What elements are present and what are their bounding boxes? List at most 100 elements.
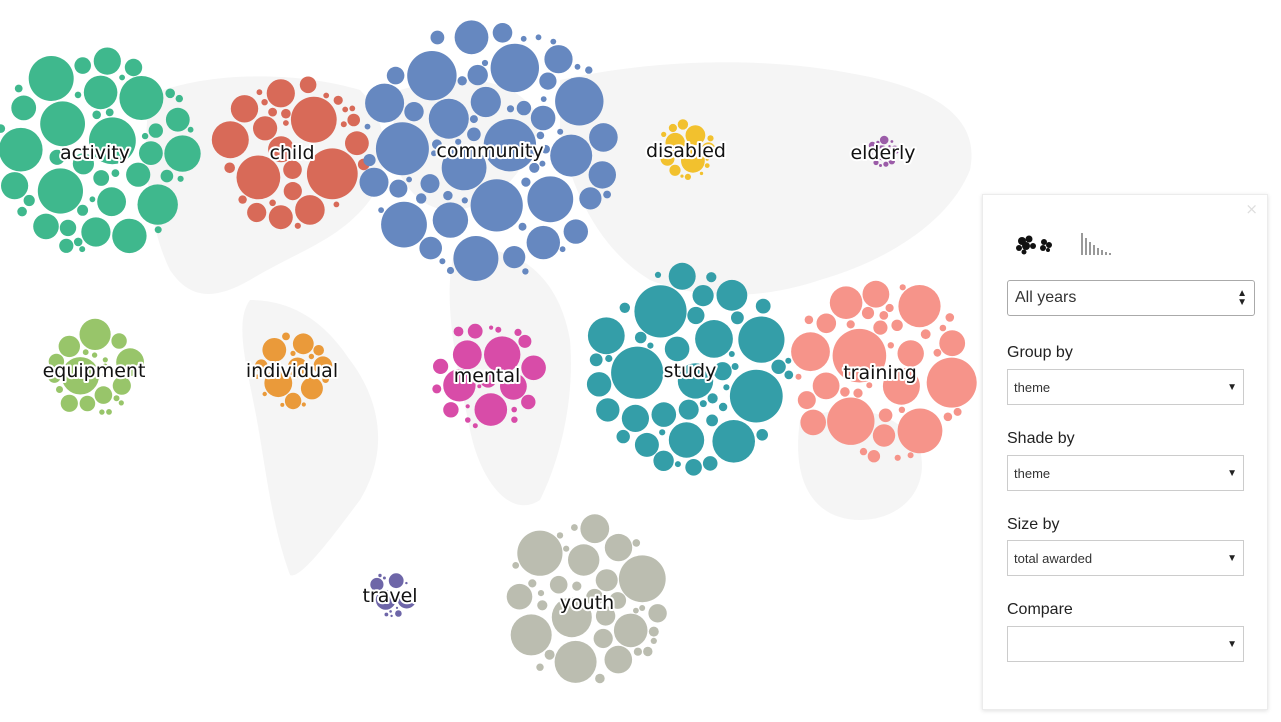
bubble-elderly[interactable] xyxy=(879,164,882,167)
bubble-individual[interactable] xyxy=(308,353,315,360)
bubble-youth[interactable] xyxy=(571,524,578,531)
bubble-youth[interactable] xyxy=(537,590,545,597)
bubble-community[interactable] xyxy=(530,105,556,131)
bubble-disabled[interactable] xyxy=(685,125,706,146)
bubble-mental[interactable] xyxy=(443,402,459,418)
bubble-community[interactable] xyxy=(588,161,616,189)
bubble-community[interactable] xyxy=(457,76,467,86)
bubble-activity[interactable] xyxy=(0,127,43,172)
bubble-community[interactable] xyxy=(432,139,442,150)
bubble-activity[interactable] xyxy=(164,135,201,172)
bubble-travel[interactable] xyxy=(378,573,382,578)
bubble-community[interactable] xyxy=(446,266,455,275)
bubble-individual[interactable] xyxy=(313,356,333,376)
bubble-elderly[interactable] xyxy=(876,140,880,144)
bubble-study[interactable] xyxy=(756,429,768,441)
bubble-mental[interactable] xyxy=(479,370,497,388)
bubble-youth[interactable] xyxy=(568,544,600,576)
bubble-disabled[interactable] xyxy=(661,131,667,137)
bubble-mental[interactable] xyxy=(443,369,476,402)
bubble-equipment[interactable] xyxy=(79,318,111,350)
bubble-child[interactable] xyxy=(345,131,369,156)
bubble-activity[interactable] xyxy=(49,149,65,165)
bubble-training[interactable] xyxy=(882,367,920,405)
bubble-study[interactable] xyxy=(738,316,785,363)
bubble-activity[interactable] xyxy=(126,162,151,187)
bubble-training[interactable] xyxy=(898,406,906,413)
bubble-equipment[interactable] xyxy=(102,371,108,378)
bubble-youth[interactable] xyxy=(604,645,633,674)
bubble-individual[interactable] xyxy=(300,377,323,400)
bubble-training[interactable] xyxy=(873,320,888,335)
years-select[interactable]: All years ▲ ▼ xyxy=(1007,280,1255,316)
bubble-training[interactable] xyxy=(853,388,863,398)
bubble-disabled[interactable] xyxy=(707,135,714,142)
bubble-child[interactable] xyxy=(238,195,247,204)
bubble-community[interactable] xyxy=(516,100,532,116)
bubble-community[interactable] xyxy=(461,197,468,204)
bubble-study[interactable] xyxy=(695,320,733,358)
bubble-child[interactable] xyxy=(269,199,276,207)
bubble-youth[interactable] xyxy=(609,592,627,609)
bubble-travel[interactable] xyxy=(397,589,417,609)
bubble-individual[interactable] xyxy=(262,391,267,397)
bubble-study[interactable] xyxy=(647,342,654,349)
bubble-travel[interactable] xyxy=(370,577,384,592)
bubble-activity[interactable] xyxy=(81,217,111,247)
bubble-study[interactable] xyxy=(611,346,664,399)
bubble-equipment[interactable] xyxy=(48,370,61,383)
bubble-mental[interactable] xyxy=(452,340,482,370)
bubble-activity[interactable] xyxy=(111,169,120,178)
bubble-study[interactable] xyxy=(677,363,714,399)
bubble-travel[interactable] xyxy=(395,606,399,610)
bubble-travel[interactable] xyxy=(395,610,402,617)
bubble-community[interactable] xyxy=(470,86,501,118)
bubble-elderly[interactable] xyxy=(888,145,891,148)
bubble-training[interactable] xyxy=(939,324,947,332)
bubble-activity[interactable] xyxy=(74,91,82,99)
bubble-training[interactable] xyxy=(897,340,924,367)
bubble-community[interactable] xyxy=(407,50,457,101)
bubble-activity[interactable] xyxy=(33,213,59,240)
bubble-disabled[interactable] xyxy=(705,157,709,161)
bubble-training[interactable] xyxy=(804,315,814,325)
bubble-activity[interactable] xyxy=(160,169,174,183)
bubble-individual[interactable] xyxy=(301,402,306,407)
bubble-youth[interactable] xyxy=(537,600,548,611)
bubble-community[interactable] xyxy=(481,59,489,67)
bubble-child[interactable] xyxy=(295,195,325,225)
bubble-study[interactable] xyxy=(718,402,728,412)
bubble-activity[interactable] xyxy=(141,132,149,140)
bubble-youth[interactable] xyxy=(544,649,555,660)
bubble-study[interactable] xyxy=(712,420,755,463)
bubble-travel[interactable] xyxy=(370,595,374,598)
bubble-training[interactable] xyxy=(899,284,906,291)
bubble-youth[interactable] xyxy=(595,673,605,684)
bubble-study[interactable] xyxy=(621,404,650,432)
bubble-training[interactable] xyxy=(867,450,881,463)
bubble-youth[interactable] xyxy=(595,606,616,626)
bubble-study[interactable] xyxy=(668,422,705,458)
bubble-study[interactable] xyxy=(699,400,707,408)
bubble-youth[interactable] xyxy=(639,605,646,611)
bubble-training[interactable] xyxy=(862,280,890,308)
bubble-child[interactable] xyxy=(253,116,278,141)
bubble-youth[interactable] xyxy=(632,539,641,547)
bubble-training[interactable] xyxy=(800,409,826,436)
bubble-activity[interactable] xyxy=(165,88,175,99)
bubble-community[interactable] xyxy=(359,167,389,197)
bubble-community[interactable] xyxy=(439,258,446,265)
bubble-mental[interactable] xyxy=(474,393,508,426)
bubble-training[interactable] xyxy=(933,348,942,357)
bubble-child[interactable] xyxy=(342,106,349,113)
bubble-community[interactable] xyxy=(503,246,526,269)
bubble-child[interactable] xyxy=(230,95,259,123)
bubble-child[interactable] xyxy=(283,182,302,201)
bubble-study[interactable] xyxy=(785,357,792,364)
bubble-community[interactable] xyxy=(386,66,405,85)
bubble-study[interactable] xyxy=(619,302,630,313)
bubble-youth[interactable] xyxy=(650,637,657,645)
bubble-travel[interactable] xyxy=(389,610,392,613)
bubble-mental[interactable] xyxy=(467,323,483,339)
bubble-mental[interactable] xyxy=(500,373,527,400)
